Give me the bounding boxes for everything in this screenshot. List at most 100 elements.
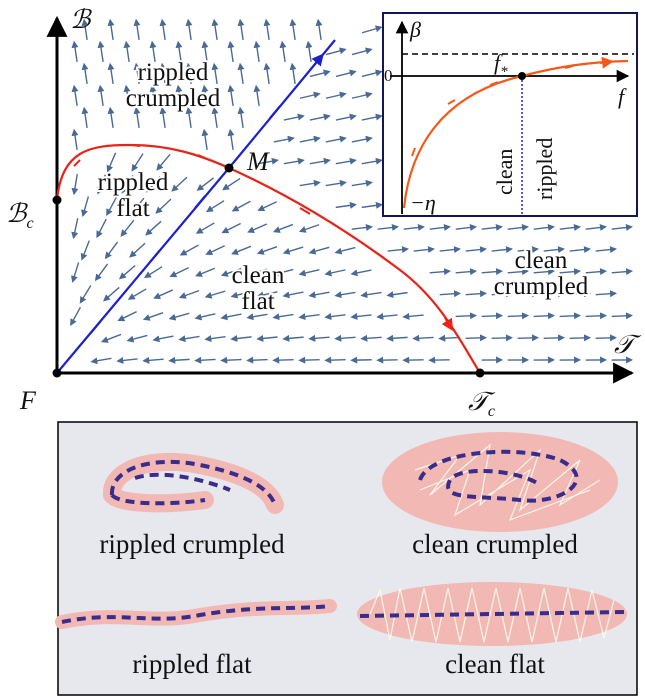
flow-arrow <box>466 293 486 294</box>
flow-arrow <box>230 86 233 106</box>
figure: ℬ 𝒯 F M ℬc 𝒯c rippledcrumpledrippledflat… <box>0 0 645 696</box>
flow-arrow <box>284 337 304 339</box>
y-axis-label: ℬ <box>70 5 92 34</box>
flow-arrow <box>310 160 330 163</box>
flow-arrow <box>284 247 303 253</box>
flow-arrow <box>308 42 311 62</box>
flow-arrow <box>336 160 356 163</box>
flow-arrow <box>119 312 137 321</box>
flow-arrow <box>74 86 77 106</box>
flow-arrow <box>232 246 251 253</box>
flow-arrow <box>102 334 121 341</box>
flow-arrow <box>206 291 225 297</box>
flow-arrow <box>284 116 304 120</box>
flow-arrow <box>259 202 277 211</box>
flow-arrow <box>154 336 174 340</box>
flow-arrow <box>612 316 632 317</box>
bc-subscript: c <box>26 215 33 232</box>
flow-arrow <box>596 293 616 294</box>
bc-label: ℬc <box>6 199 34 232</box>
flow-arrow <box>284 160 304 163</box>
flow-arrow <box>586 227 606 229</box>
flow-arrow <box>310 72 329 77</box>
flow-arrow <box>570 249 590 251</box>
flow-arrow <box>336 205 356 208</box>
flow-arrow <box>71 307 81 325</box>
flow-arrow <box>248 224 266 232</box>
flow-arrow <box>378 227 398 229</box>
phase-label: clean flat <box>445 649 545 679</box>
tc-label: 𝒯c <box>468 387 496 420</box>
flow-arrow <box>492 338 512 339</box>
flow-arrow <box>197 223 214 233</box>
flow-arrow <box>352 360 372 361</box>
flow-arrow <box>388 293 408 296</box>
flow-arrow <box>240 64 243 84</box>
flow-arrow <box>171 268 189 277</box>
flow-arrow <box>156 199 171 213</box>
flow-arrow <box>248 360 268 361</box>
flow-arrow <box>586 271 606 273</box>
flow-arrow <box>352 182 372 185</box>
flow-arrow <box>336 292 356 295</box>
flow-arrow <box>230 42 233 62</box>
flow-arrow <box>196 359 216 360</box>
flow-arrow <box>128 335 147 340</box>
flow-arrow <box>362 116 382 120</box>
flow-arrow <box>456 271 476 273</box>
flow-arrow <box>336 337 356 338</box>
flow-arrow <box>74 130 77 150</box>
inset-zero: 0 <box>384 66 393 85</box>
flow-arrow <box>534 316 554 317</box>
x-axis-label: 𝒯 <box>614 330 642 359</box>
flow-arrow <box>222 314 242 318</box>
flow-arrow <box>352 227 372 229</box>
flow-arrow <box>326 315 346 317</box>
flow-arrow <box>456 227 476 229</box>
flow-arrow <box>74 218 78 238</box>
flow-arrow <box>204 130 207 150</box>
flow-arrow <box>352 315 372 317</box>
point-f <box>53 369 62 378</box>
flow-arrow <box>145 267 162 278</box>
region-label: clean <box>515 247 568 274</box>
flow-arrow <box>206 337 226 340</box>
flow-arrow <box>466 338 486 339</box>
flow-arrow <box>596 338 616 339</box>
flow-arrow <box>508 227 528 229</box>
flow-arrow <box>97 219 106 237</box>
flow-arrow <box>196 314 215 318</box>
flow-arrow <box>207 246 225 254</box>
flow-arrow <box>388 337 408 338</box>
inset-left-phase: clean <box>492 149 517 195</box>
flow-arrow <box>596 249 616 251</box>
region-label: clean <box>232 262 285 289</box>
flow-arrow <box>274 315 294 318</box>
region-label: rippled <box>138 59 209 86</box>
region-label: crumpled <box>494 273 589 300</box>
flow-arrow <box>223 224 241 233</box>
flow-arrow <box>110 108 113 128</box>
point-m <box>225 164 234 173</box>
flow-arrow <box>258 247 277 254</box>
flow-arrow <box>326 49 345 54</box>
flow-arrow <box>274 138 294 142</box>
flow-arrow <box>440 337 460 338</box>
flow-arrow <box>181 245 198 255</box>
flow-arrow <box>300 138 320 142</box>
flow-arrow <box>414 337 434 338</box>
flow-arrow <box>256 42 259 62</box>
flow-arrow <box>282 42 285 62</box>
flow-arrow <box>612 227 632 229</box>
flow-arrow <box>240 20 243 40</box>
flow-arrow <box>466 249 486 251</box>
flow-arrow <box>310 116 330 120</box>
flow-arrow <box>274 360 294 361</box>
flow-arrow <box>492 249 512 251</box>
flow-arrow <box>240 108 243 128</box>
flow-arrow <box>104 287 119 300</box>
flow-arrow <box>162 20 165 40</box>
flow-arrow <box>126 42 129 62</box>
flow-arrow <box>362 293 382 296</box>
flow-arrow <box>440 249 460 251</box>
